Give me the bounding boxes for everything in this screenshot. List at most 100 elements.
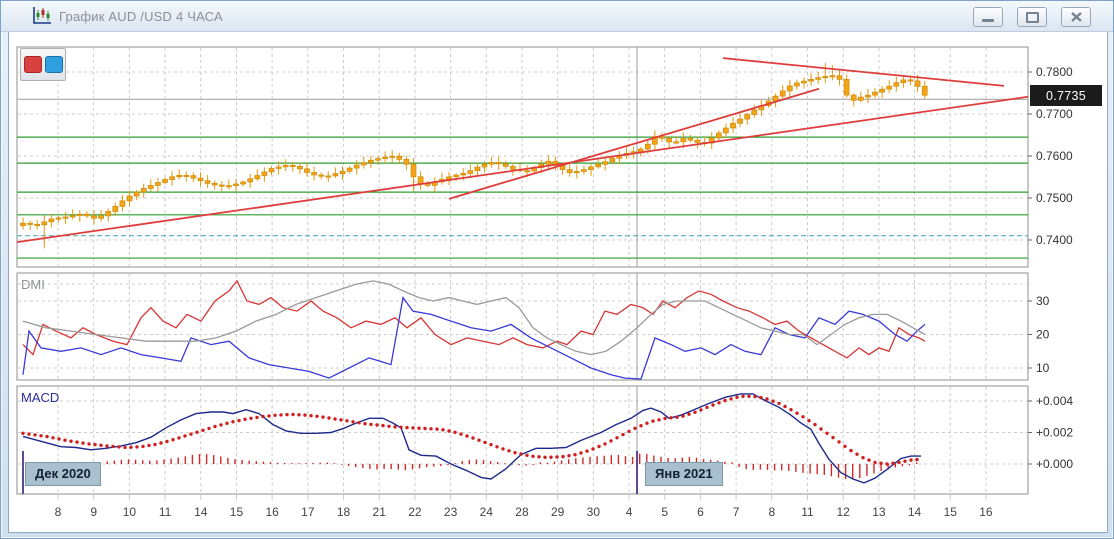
candle (418, 171, 423, 190)
candle (858, 92, 863, 102)
month-label-dec-2020: Дек 2020 (25, 462, 101, 486)
candle (120, 195, 125, 212)
candle (106, 208, 111, 221)
x-axis-label: 7 (733, 505, 740, 519)
candle (198, 172, 203, 186)
x-axis-label: 13 (872, 505, 886, 519)
candle (326, 171, 331, 182)
candle (894, 77, 899, 92)
candle (901, 77, 906, 88)
candle (787, 80, 792, 97)
price-panel[interactable] (17, 58, 1028, 258)
candle (226, 179, 231, 189)
trendline (17, 97, 1028, 242)
gridlines (17, 47, 1028, 500)
candle (738, 114, 743, 127)
current-price-tag: 0.7735 (1030, 85, 1102, 106)
price-axis-label: 0.7600 (1036, 149, 1073, 163)
macd-panel[interactable] (21, 394, 921, 483)
candle (731, 117, 736, 133)
candle (255, 169, 260, 180)
candle (312, 167, 317, 181)
chart-canvas[interactable]: 0.78000.77000.76000.75000.7400302010+0.0… (1, 1, 1114, 539)
candle (581, 166, 586, 175)
candle (432, 177, 437, 191)
buy-marker-button[interactable] (45, 56, 63, 73)
x-axis-label: 15 (944, 505, 958, 519)
x-axis-label: 24 (480, 505, 494, 519)
dmi-line-ADX (23, 281, 925, 355)
candle (922, 81, 927, 99)
candle (496, 157, 501, 171)
candle (283, 159, 288, 171)
candle (809, 73, 814, 86)
dmi-axis-label: 30 (1036, 294, 1050, 308)
close-button[interactable] (1061, 7, 1091, 27)
macd-panel-label: MACD (21, 390, 59, 405)
candle (695, 137, 700, 149)
dmi-panel[interactable] (23, 281, 925, 379)
candle (865, 89, 870, 103)
candle (113, 202, 118, 215)
candle (702, 136, 707, 146)
chart-toolbar (20, 48, 66, 81)
title-bar[interactable]: График AUD /USD 4 ЧАСА (1, 1, 1113, 32)
candle (361, 156, 366, 168)
candle (503, 161, 508, 169)
candle (269, 166, 274, 175)
candle (248, 174, 253, 188)
candle (92, 210, 97, 224)
candle (155, 178, 160, 192)
window-title: График AUD /USD 4 ЧАСА (59, 9, 223, 24)
candle (574, 165, 579, 178)
candle (305, 163, 310, 177)
candle (333, 167, 338, 178)
candle (177, 169, 182, 179)
candle (439, 173, 444, 185)
x-axis-label: 4 (626, 505, 633, 519)
candle (745, 113, 750, 125)
close-icon (1071, 12, 1082, 22)
candle (297, 163, 302, 174)
x-axis-label: 9 (90, 505, 97, 519)
candle (802, 77, 807, 88)
chart-icon (31, 6, 53, 26)
candle (219, 181, 224, 191)
candle (397, 153, 402, 163)
x-axis-label: 17 (301, 505, 315, 519)
candle (170, 171, 175, 186)
price-axis-label: 0.7400 (1036, 233, 1073, 247)
candle (489, 157, 494, 168)
candle (652, 130, 657, 150)
dmi-panel-label: DMI (21, 277, 45, 292)
dmi-line-+DI (23, 281, 925, 358)
x-axis-label: 29 (551, 505, 565, 519)
candle (510, 162, 515, 175)
dmi-axis-label: 20 (1036, 328, 1050, 342)
trendline (449, 89, 819, 199)
sell-marker-button[interactable] (24, 56, 42, 73)
candle (844, 74, 849, 97)
candle (589, 164, 594, 176)
candle (624, 147, 629, 159)
x-axis-label: 28 (515, 505, 529, 519)
candle (816, 72, 821, 84)
candle (383, 151, 388, 163)
candle (887, 80, 892, 93)
candle (184, 171, 189, 181)
axes: 0.78000.77000.76000.75000.7400302010+0.0… (55, 65, 1074, 519)
restore-button[interactable] (1017, 7, 1047, 27)
x-axis-label: 14 (908, 505, 922, 519)
x-axis-label: 18 (337, 505, 351, 519)
macd-axis-label: +0.002 (1036, 426, 1073, 440)
restore-icon (1026, 12, 1039, 23)
x-axis-label: 16 (979, 505, 993, 519)
candle (148, 179, 153, 191)
x-axis-label: 11 (801, 505, 814, 519)
candle (723, 124, 728, 139)
candle (475, 163, 480, 175)
candle (21, 218, 26, 230)
dmi-axis-label: 10 (1036, 361, 1050, 375)
minimize-button[interactable] (973, 7, 1003, 27)
price-axis-label: 0.7500 (1036, 191, 1073, 205)
